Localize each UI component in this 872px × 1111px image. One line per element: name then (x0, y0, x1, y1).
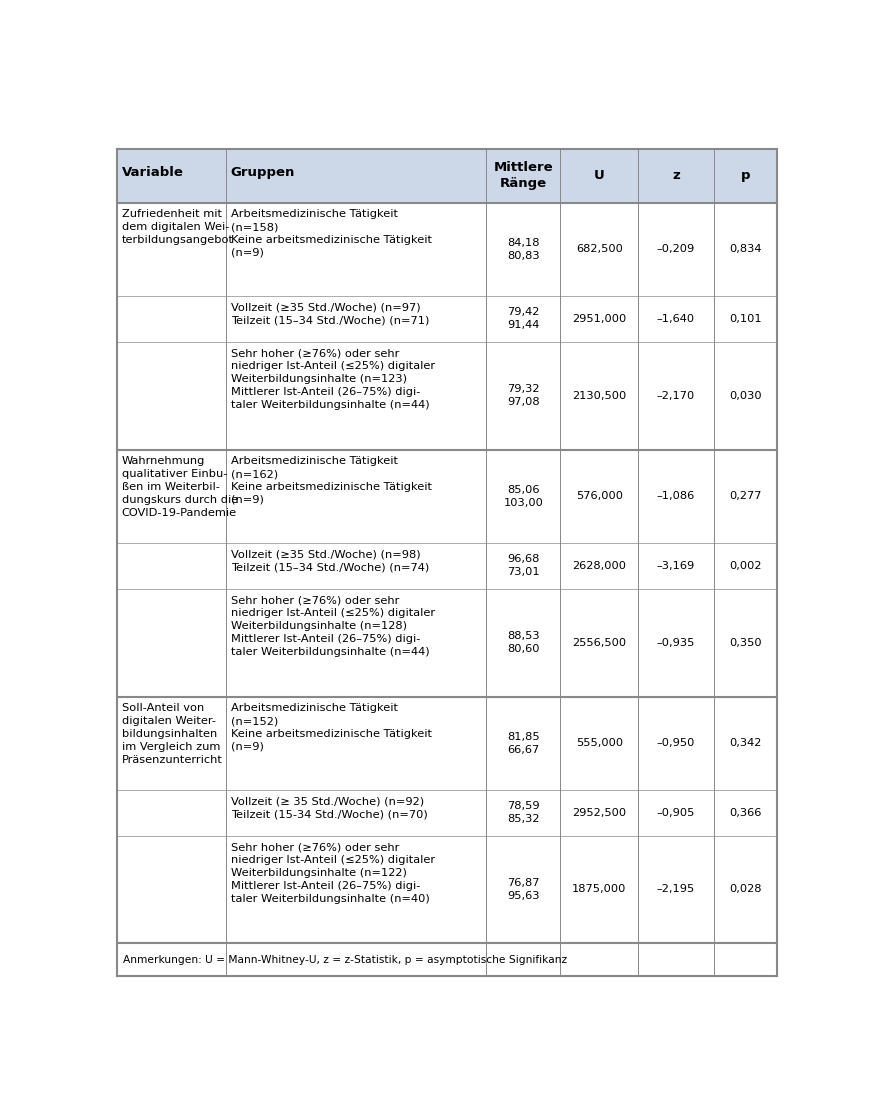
Text: Gruppen: Gruppen (230, 166, 295, 179)
Text: Sehr hoher (≥76%) oder sehr
niedriger Ist-Anteil (≤25%) digitaler
Weiterbildungs: Sehr hoher (≥76%) oder sehr niedriger Is… (230, 842, 435, 903)
Text: 0,342: 0,342 (729, 738, 761, 748)
Text: –1,640: –1,640 (657, 313, 695, 323)
Text: 79,42
91,44: 79,42 91,44 (508, 308, 540, 330)
Bar (117, 149, 777, 202)
Text: Arbeitsmedizinische Tätigkeit
(n=162)
Keine arbeitsmedizinische Tätigkeit
(n=9): Arbeitsmedizinische Tätigkeit (n=162) Ke… (230, 457, 432, 504)
Text: 555,000: 555,000 (576, 738, 623, 748)
Text: Vollzeit (≥35 Std./Woche) (n=97)
Teilzeit (15–34 Std./Woche) (n=71): Vollzeit (≥35 Std./Woche) (n=97) Teilzei… (230, 303, 429, 326)
Text: 96,68
73,01: 96,68 73,01 (507, 554, 540, 578)
Text: 2130,500: 2130,500 (572, 391, 626, 401)
Text: Wahrnehmung
qualitativer Einbu-
ßen im Weiterbil-
dungskurs durch die
COVID-19-P: Wahrnehmung qualitativer Einbu- ßen im W… (122, 457, 238, 518)
Text: Vollzeit (≥ 35 Std./Woche) (n=92)
Teilzeit (15-34 Std./Woche) (n=70): Vollzeit (≥ 35 Std./Woche) (n=92) Teilze… (230, 797, 427, 820)
Text: 81,85
66,67: 81,85 66,67 (507, 732, 540, 754)
Text: 2952,500: 2952,500 (572, 808, 626, 818)
Text: Soll-Anteil von
digitalen Weiter-
bildungsinhalten
im Vergleich zum
Präsenzunter: Soll-Anteil von digitalen Weiter- bildun… (122, 703, 222, 764)
Text: Zufriedenheit mit
dem digitalen Wei-
terbildungsangebot: Zufriedenheit mit dem digitalen Wei- ter… (122, 210, 234, 246)
Text: 0,834: 0,834 (729, 244, 761, 254)
Text: 0,366: 0,366 (729, 808, 761, 818)
Text: –0,905: –0,905 (657, 808, 695, 818)
Text: 88,53
80,60: 88,53 80,60 (507, 631, 540, 654)
Text: Mittlere
Ränge: Mittlere Ränge (494, 161, 553, 190)
Text: –0,209: –0,209 (657, 244, 695, 254)
Text: Arbeitsmedizinische Tätigkeit
(n=152)
Keine arbeitsmedizinische Tätigkeit
(n=9): Arbeitsmedizinische Tätigkeit (n=152) Ke… (230, 703, 432, 752)
Text: 0,101: 0,101 (729, 313, 761, 323)
Text: Anmerkungen: U = Mann-Whitney-U, z = z-Statistik, p = asymptotische Signifikanz: Anmerkungen: U = Mann-Whitney-U, z = z-S… (122, 954, 567, 964)
Text: 2556,500: 2556,500 (572, 638, 626, 648)
Text: 76,87
95,63: 76,87 95,63 (507, 878, 540, 901)
Text: 79,32
97,08: 79,32 97,08 (507, 384, 540, 407)
Text: –2,170: –2,170 (657, 391, 695, 401)
Text: 0,028: 0,028 (729, 884, 761, 894)
Text: 0,350: 0,350 (729, 638, 761, 648)
Text: 682,500: 682,500 (576, 244, 623, 254)
Text: z: z (672, 169, 680, 182)
Text: 85,06
103,00: 85,06 103,00 (503, 484, 543, 508)
Text: U: U (594, 169, 604, 182)
Text: 576,000: 576,000 (576, 491, 623, 501)
Text: 1875,000: 1875,000 (572, 884, 626, 894)
Text: 84,18
80,83: 84,18 80,83 (507, 238, 540, 261)
Text: –3,169: –3,169 (657, 561, 695, 571)
Text: 0,030: 0,030 (729, 391, 761, 401)
Text: Sehr hoher (≥76%) oder sehr
niedriger Ist-Anteil (≤25%) digitaler
Weiterbildungs: Sehr hoher (≥76%) oder sehr niedriger Is… (230, 349, 435, 410)
Text: –1,086: –1,086 (657, 491, 695, 501)
Text: Arbeitsmedizinische Tätigkeit
(n=158)
Keine arbeitsmedizinische Tätigkeit
(n=9): Arbeitsmedizinische Tätigkeit (n=158) Ke… (230, 210, 432, 258)
Text: –0,950: –0,950 (657, 738, 695, 748)
Text: 2951,000: 2951,000 (572, 313, 626, 323)
Text: 2628,000: 2628,000 (572, 561, 626, 571)
Text: –0,935: –0,935 (657, 638, 695, 648)
Text: Sehr hoher (≥76%) oder sehr
niedriger Ist-Anteil (≤25%) digitaler
Weiterbildungs: Sehr hoher (≥76%) oder sehr niedriger Is… (230, 595, 435, 657)
Text: p: p (740, 169, 750, 182)
Text: Vollzeit (≥35 Std./Woche) (n=98)
Teilzeit (15–34 Std./Woche) (n=74): Vollzeit (≥35 Std./Woche) (n=98) Teilzei… (230, 550, 429, 572)
Text: 0,277: 0,277 (729, 491, 761, 501)
Text: 0,002: 0,002 (729, 561, 761, 571)
Text: 78,59
85,32: 78,59 85,32 (507, 801, 540, 824)
Text: Variable: Variable (122, 166, 184, 179)
Text: –2,195: –2,195 (657, 884, 695, 894)
